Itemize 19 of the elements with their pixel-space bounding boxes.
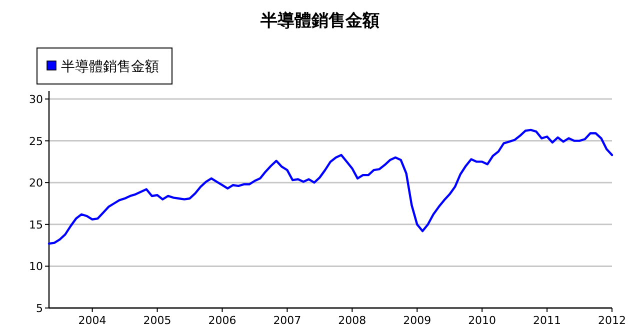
y-tick-label: 15 bbox=[29, 218, 43, 232]
y-tick-label: 10 bbox=[29, 260, 43, 274]
x-tick-label: 2012 bbox=[598, 314, 626, 327]
y-tick-label: 30 bbox=[29, 93, 43, 106]
x-tick-label: 2008 bbox=[338, 314, 366, 327]
x-tick-label: 2004 bbox=[78, 314, 106, 327]
legend-label: 半導體銷售金額 bbox=[61, 59, 159, 75]
x-tick-label: 2007 bbox=[273, 314, 302, 327]
x-tick-label: 2010 bbox=[468, 314, 496, 327]
y-tick-label: 20 bbox=[29, 176, 43, 190]
y-tick-label: 5 bbox=[36, 302, 43, 315]
legend: 半導體銷售金額 bbox=[36, 48, 172, 84]
x-tick-label: 2005 bbox=[143, 314, 172, 327]
x-tick-label: 2009 bbox=[403, 314, 432, 327]
chart-title: 半導體銷售金額 bbox=[260, 11, 380, 31]
y-tick-label: 25 bbox=[29, 134, 43, 148]
x-tick-label: 2006 bbox=[208, 314, 236, 327]
line-series bbox=[48, 128, 614, 245]
x-tick-label: 2011 bbox=[533, 314, 562, 327]
